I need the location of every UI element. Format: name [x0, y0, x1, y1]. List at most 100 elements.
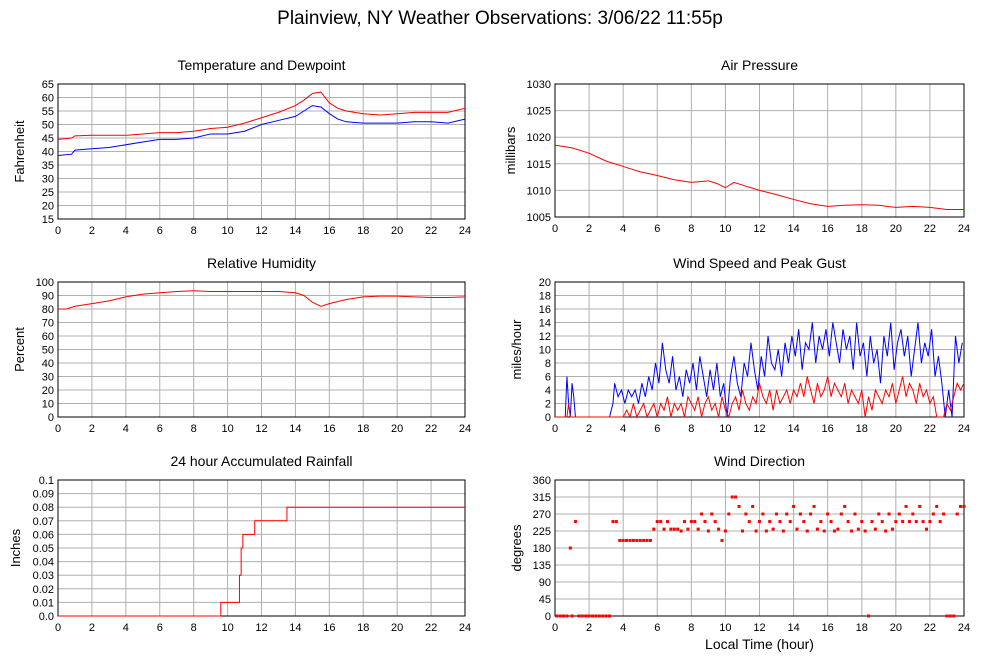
scatter-point: [870, 520, 874, 524]
x-tick-label: 6: [654, 622, 660, 634]
x-tick-label: 8: [688, 223, 694, 235]
y-tick-label: 2: [545, 399, 551, 411]
scatter-point: [775, 512, 779, 516]
y-tick-label: 1030: [527, 79, 551, 91]
scatter-point: [959, 504, 963, 508]
scatter-point: [829, 520, 833, 524]
x-axis-label: Local Time (hour): [705, 636, 814, 652]
scatter-point: [720, 538, 724, 542]
y-tick-label: 60: [42, 331, 54, 343]
series-line-1: [57, 105, 466, 157]
x-tick-label: 16: [323, 225, 335, 237]
scatter-point: [734, 495, 738, 499]
x-tick-label: 22: [425, 225, 437, 237]
x-tick-label: 22: [425, 622, 437, 634]
scatter-point: [846, 520, 850, 524]
y-tick-label: 40: [42, 147, 54, 159]
scatter-point: [676, 527, 680, 531]
scatter-point: [751, 504, 755, 508]
scatter-point: [880, 520, 884, 524]
scatter-point: [863, 529, 867, 533]
scatter-point: [638, 538, 642, 542]
scatter-point: [584, 614, 588, 618]
scatter-point: [802, 520, 806, 524]
scatter-point: [700, 512, 704, 516]
x-tick-label: 6: [157, 622, 163, 634]
x-tick-label: 8: [688, 622, 694, 634]
scatter-point: [826, 512, 830, 516]
series-line-0: [57, 91, 466, 140]
x-tick-label: 14: [289, 622, 301, 634]
scatter-point: [648, 538, 652, 542]
scatter-point: [822, 529, 826, 533]
scatter-point: [614, 520, 618, 524]
y-tick-label: 1025: [527, 106, 551, 118]
scatter-point: [710, 512, 714, 516]
scatter-point: [747, 520, 751, 524]
series-line-0: [555, 322, 963, 418]
y-tick-label: 25: [42, 187, 54, 199]
scatter-point: [696, 527, 700, 531]
x-tick-label: 16: [323, 622, 335, 634]
y-tick-label: 15: [42, 214, 54, 226]
x-tick-label: 14: [787, 622, 799, 634]
scatter-point: [781, 529, 785, 533]
scatter-point: [962, 504, 966, 508]
scatter-point: [744, 512, 748, 516]
scatter-point: [621, 538, 625, 542]
x-tick-label: 16: [822, 622, 834, 634]
scatter-point: [812, 504, 816, 508]
chart-title: Temperature and Dewpoint: [177, 57, 345, 73]
x-tick-label: 10: [719, 223, 731, 235]
y-tick-label: 0.01: [33, 597, 54, 609]
y-tick-label: 45: [42, 133, 54, 145]
y-tick-label: 1010: [527, 185, 551, 197]
y-tick-label: 50: [42, 120, 54, 132]
y-tick-label: 0.08: [33, 502, 54, 514]
x-tick-label: 14: [289, 225, 301, 237]
scatter-point: [655, 520, 659, 524]
scatter-point: [730, 495, 734, 499]
scatter-point: [907, 520, 911, 524]
x-tick-label: 22: [924, 423, 936, 435]
y-tick-label: 90: [42, 291, 54, 303]
scatter-point: [836, 527, 840, 531]
x-tick-label: 16: [323, 423, 335, 435]
x-tick-label: 8: [191, 622, 197, 634]
scatter-point: [771, 527, 775, 531]
scatter-point: [764, 529, 768, 533]
x-tick-label: 18: [856, 622, 868, 634]
scatter-point: [914, 520, 918, 524]
x-tick-label: 0: [552, 223, 558, 235]
scatter-point: [955, 512, 959, 516]
y-tick-label: 100: [36, 277, 54, 289]
scatter-point: [693, 520, 697, 524]
scatter-point: [856, 527, 860, 531]
x-tick-label: 16: [822, 423, 834, 435]
x-tick-label: 24: [459, 622, 471, 634]
scatter-point: [587, 614, 591, 618]
scatter-point: [897, 512, 901, 516]
scatter-point: [890, 527, 894, 531]
scatter-point: [618, 538, 622, 542]
x-tick-label: 10: [719, 622, 731, 634]
scatter-point: [608, 614, 612, 618]
y-tick-label: 1015: [527, 159, 551, 171]
scatter-point: [931, 512, 935, 516]
y-tick-label: 360: [533, 475, 551, 487]
series-line-0: [58, 290, 466, 310]
scatter-point: [942, 512, 946, 516]
x-tick-label: 24: [958, 223, 970, 235]
x-tick-label: 0: [55, 423, 61, 435]
x-tick-label: 10: [221, 225, 233, 237]
y-axis-label: Fahrenheit: [12, 120, 27, 183]
scatter-point: [679, 529, 683, 533]
x-tick-label: 0: [55, 225, 61, 237]
x-tick-label: 6: [157, 423, 163, 435]
x-tick-label: 2: [586, 223, 592, 235]
scatter-point: [843, 504, 847, 508]
x-tick-label: 18: [856, 223, 868, 235]
scatter-point: [635, 538, 639, 542]
